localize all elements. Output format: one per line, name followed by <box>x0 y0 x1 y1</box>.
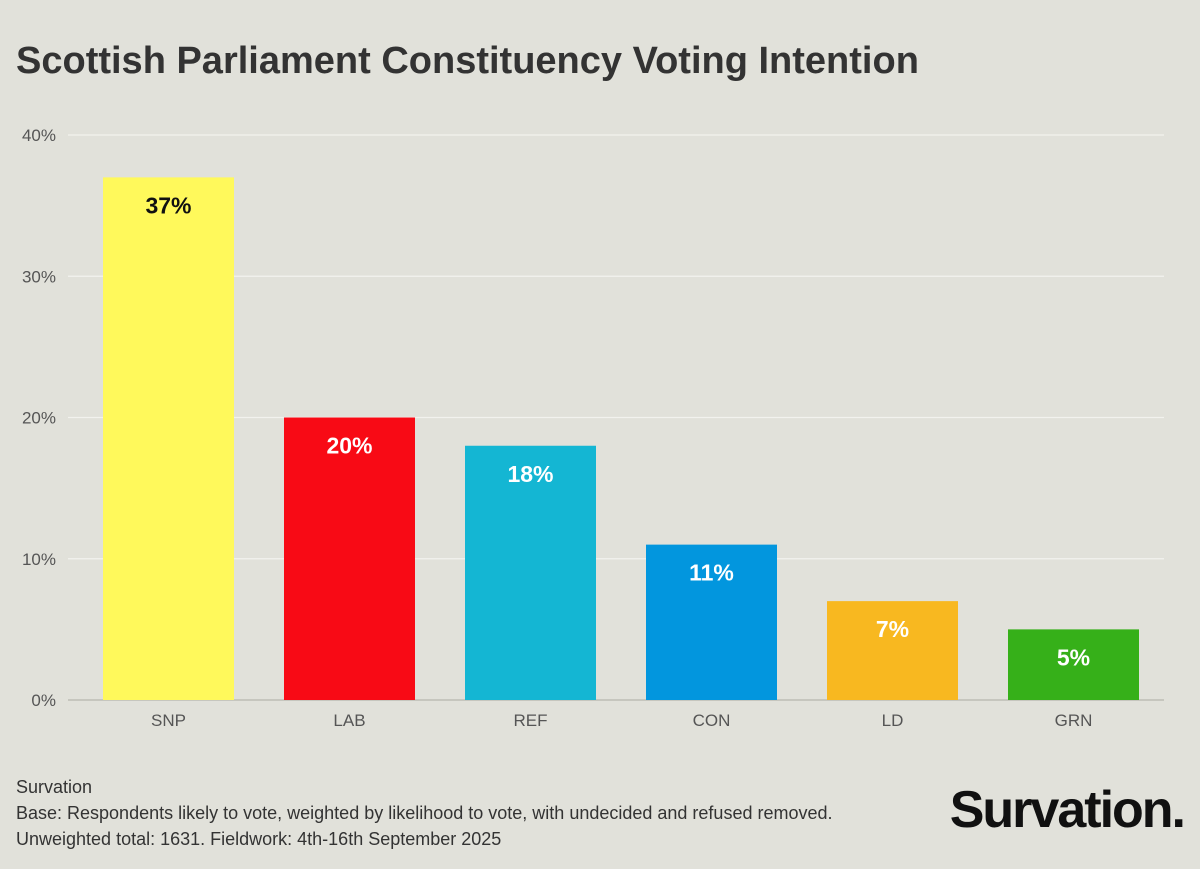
gridlines <box>68 134 1164 701</box>
fieldwork-note: Unweighted total: 1631. Fieldwork: 4th-1… <box>16 829 502 849</box>
source-name: Survation <box>16 777 93 797</box>
value-label-ref: 18% <box>507 461 553 487</box>
x-tick-label-ld: LD <box>882 711 904 730</box>
x-tick-label-grn: GRN <box>1055 711 1093 730</box>
base-description: Base: Respondents likely to vote, weight… <box>16 803 833 823</box>
x-tick-label-lab: LAB <box>333 711 365 730</box>
value-label-grn: 5% <box>1057 644 1090 670</box>
bar-snp <box>103 177 234 700</box>
y-tick-label: 20% <box>22 409 56 428</box>
x-axis-ticks: SNP LAB REF CON LD GRN <box>151 711 1092 730</box>
bar-con <box>646 544 777 700</box>
bar-ld <box>827 601 958 700</box>
y-tick-label: 10% <box>22 550 56 569</box>
value-label-lab: 20% <box>326 433 372 459</box>
bar-grn <box>1008 629 1139 700</box>
bar-value-labels: 37% 20% 18% 11% 7% 5% <box>145 192 1090 670</box>
value-label-snp: 37% <box>145 192 191 218</box>
survation-logo: Survation. <box>949 781 1186 839</box>
value-label-ld: 7% <box>876 616 909 642</box>
y-tick-label: 40% <box>22 126 56 145</box>
y-axis-ticks: 0% 10% 20% 30% 40% <box>22 126 56 710</box>
bar-ref <box>465 445 596 700</box>
bar-lab <box>284 417 415 700</box>
x-tick-label-snp: SNP <box>151 711 186 730</box>
x-tick-label-ref: REF <box>514 711 548 730</box>
chart-title: Scottish Parliament Constituency Voting … <box>16 40 919 82</box>
source-note: Survation Base: Respondents likely to vo… <box>16 774 833 852</box>
y-tick-label: 30% <box>22 267 56 286</box>
y-tick-label: 0% <box>31 691 56 710</box>
bars <box>103 177 1139 700</box>
x-tick-label-con: CON <box>693 711 731 730</box>
value-label-con: 11% <box>689 560 734 586</box>
